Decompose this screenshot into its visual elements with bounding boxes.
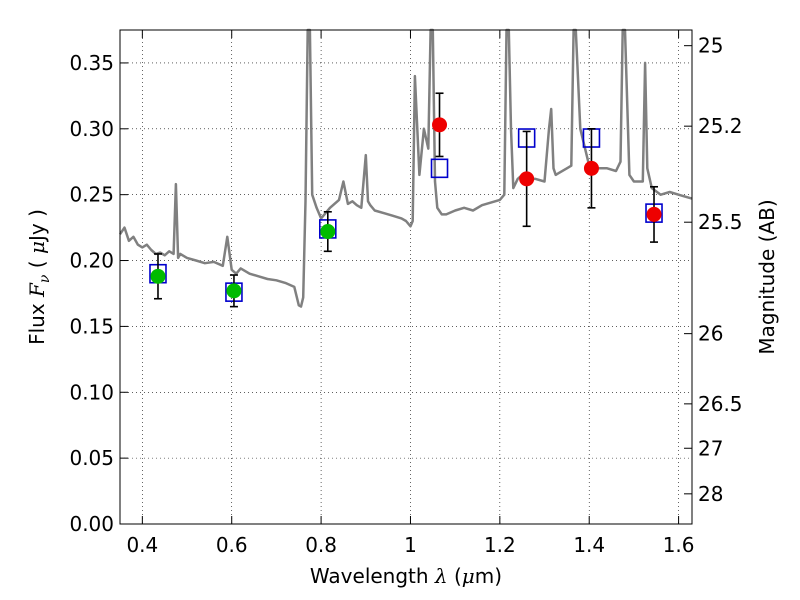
magnitude-tick-label: 25.5 <box>698 210 743 234</box>
optical-data-point <box>150 268 166 284</box>
y-tick-label: 0.35 <box>69 51 114 75</box>
y-tick-label: 0.00 <box>69 512 114 536</box>
y-tick-label: 0.30 <box>69 117 114 141</box>
x-tick-label: 0.8 <box>305 533 337 557</box>
data-points-layer <box>149 92 663 308</box>
nir-data-point <box>432 117 448 133</box>
x-tick-label: 1.2 <box>484 533 516 557</box>
model-photometry-square <box>430 158 449 179</box>
nir-data-point <box>519 171 535 187</box>
x-tick-label: 1.4 <box>573 533 605 557</box>
nir-data-point <box>646 206 662 222</box>
y-tick-label: 0.25 <box>69 183 114 207</box>
y-tick-label: 0.15 <box>69 314 114 338</box>
plot-frame <box>119 29 693 525</box>
magnitude-tick-label: 27 <box>698 436 723 460</box>
optical-data-point <box>320 224 336 240</box>
y-tick-label: 0.10 <box>69 380 114 404</box>
magnitude-tick-label: 28 <box>698 482 723 506</box>
spectrum-layer <box>118 28 693 308</box>
y-axis-title: Flux Fν ( μJy ) <box>25 209 53 345</box>
nir-data-point <box>583 160 599 176</box>
x-tick-label: 0.4 <box>126 533 158 557</box>
x-axis-title: Wavelength λ (μm) <box>310 564 502 588</box>
y-tick-label: 0.20 <box>69 249 114 273</box>
y2-axis-title: Magnitude (AB) <box>755 199 779 354</box>
magnitude-tick-label: 25.2 <box>698 114 743 138</box>
magnitude-tick-label: 25 <box>698 34 723 58</box>
axis-ticks <box>120 30 692 525</box>
magnitude-tick-label: 26.5 <box>698 392 743 416</box>
y-tick-label: 0.05 <box>69 446 114 470</box>
optical-data-point <box>226 283 242 299</box>
x-tick-label: 0.6 <box>216 533 248 557</box>
spectrum-line <box>118 28 693 308</box>
x-tick-label: 1 <box>404 533 417 557</box>
magnitude-tick-label: 26 <box>698 322 723 346</box>
x-tick-label: 1.6 <box>663 533 695 557</box>
